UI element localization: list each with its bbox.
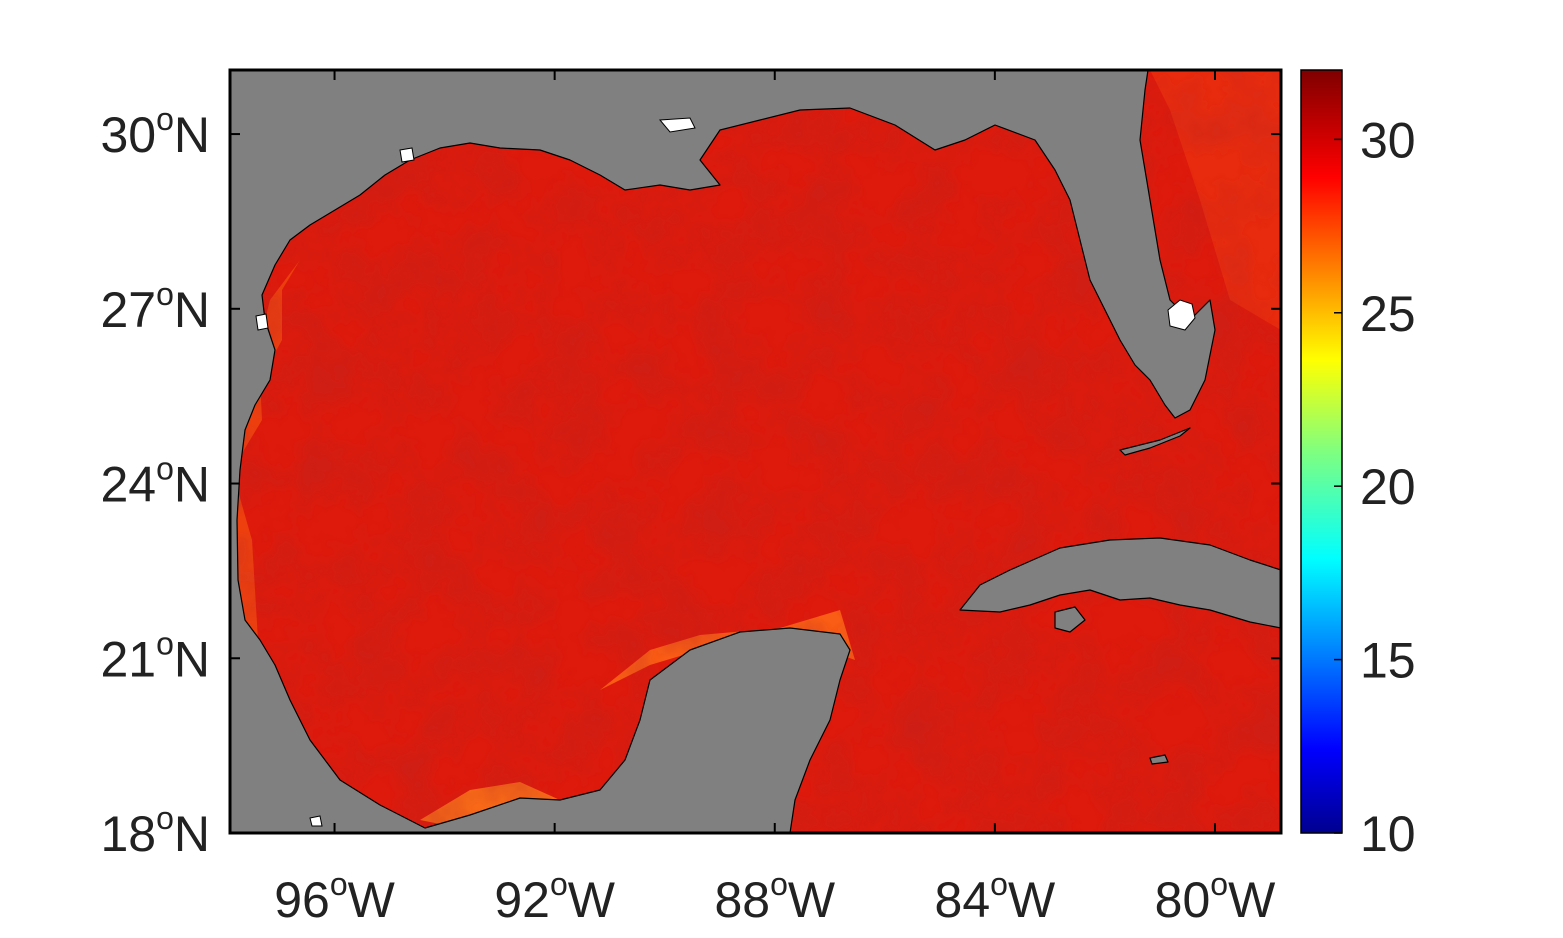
land-cuba [959, 537, 1281, 629]
lon-tick-label-value: 88 [714, 872, 770, 928]
lon-tick-label-degree: o [990, 866, 1008, 902]
lat-tick-label: 18oN [100, 800, 210, 862]
lake-small-1 [399, 147, 415, 163]
lon-tick-label: 84oW [935, 866, 1056, 928]
lat-tick-label-degree: o [156, 800, 174, 836]
lon-tick-label-degree: o [550, 866, 568, 902]
lon-tick-label: 80oW [1155, 866, 1276, 928]
lat-tick-label-hemisphere: N [174, 457, 210, 513]
colorbar-tick-label: 15 [1360, 633, 1416, 689]
lon-tick-label-hemisphere: W [1008, 872, 1056, 928]
lat-tick-label-degree: o [156, 276, 174, 312]
lat-tick-label-degree: o [156, 451, 174, 487]
lat-tick-label-hemisphere: N [174, 631, 210, 687]
lat-tick-label-value: 30 [100, 107, 156, 163]
lon-tick-label-hemisphere: W [348, 872, 396, 928]
colorbar-tick-label: 10 [1360, 806, 1416, 862]
lon-tick-label-degree: o [770, 866, 788, 902]
lat-tick-label-hemisphere: N [174, 806, 210, 862]
lon-tick-label-degree: o [330, 866, 348, 902]
lat-tick-label-value: 21 [100, 631, 156, 687]
land-keys [1119, 427, 1191, 456]
colorbar-gradient [1300, 69, 1343, 834]
colorbar-tick-label: 20 [1360, 459, 1416, 515]
lat-tick-label: 27oN [100, 276, 210, 338]
land-isle-of-youth [1054, 606, 1086, 633]
map-panel [230, 70, 1281, 833]
lon-tick-label: 96oW [274, 866, 395, 928]
lat-tick-label-degree: o [156, 101, 174, 137]
land-jamaica-edge [1149, 754, 1169, 765]
lake-pontchartrain [658, 117, 696, 133]
lon-tick-label: 88oW [714, 866, 835, 928]
colorbar-tick-label: 25 [1360, 286, 1416, 342]
lat-tick-label-value: 18 [100, 806, 156, 862]
colorbar-ticks: 30 25 20 15 10 [1334, 112, 1416, 862]
lakes [255, 117, 1196, 827]
lat-tick-label-value: 24 [100, 457, 156, 513]
map-frame [228, 68, 1283, 835]
lon-tick-label-hemisphere: W [1228, 872, 1276, 928]
lake-small-2 [255, 313, 269, 331]
colorbar-tick-label: 30 [1360, 112, 1416, 168]
lake-small-3 [309, 815, 323, 827]
lat-tick-label: 21oN [100, 625, 210, 687]
lake-okeechobee [1167, 299, 1196, 331]
lat-tick-label-hemisphere: N [174, 107, 210, 163]
longitude-axis: 96oW 92oW 88oW 84oW 80oW [274, 70, 1276, 928]
lon-tick-label-hemisphere: W [568, 872, 616, 928]
colorbar: 30 25 20 15 10 [1300, 69, 1416, 862]
lon-tick-label-value: 80 [1155, 872, 1211, 928]
lon-tick-label-value: 84 [935, 872, 991, 928]
lat-tick-label-degree: o [156, 625, 174, 661]
lat-tick-label-value: 27 [100, 282, 156, 338]
lon-tick-label-hemisphere: W [788, 872, 836, 928]
lon-tick-label-value: 92 [494, 872, 550, 928]
lon-tick-label-degree: o [1210, 866, 1228, 902]
lon-tick-label-value: 96 [274, 872, 330, 928]
lat-tick-label: 30oN [100, 101, 210, 163]
lat-tick-label: 24oN [100, 451, 210, 513]
lat-tick-label-hemisphere: N [174, 282, 210, 338]
land-masses [230, 70, 1281, 833]
lon-tick-label: 92oW [494, 866, 615, 928]
